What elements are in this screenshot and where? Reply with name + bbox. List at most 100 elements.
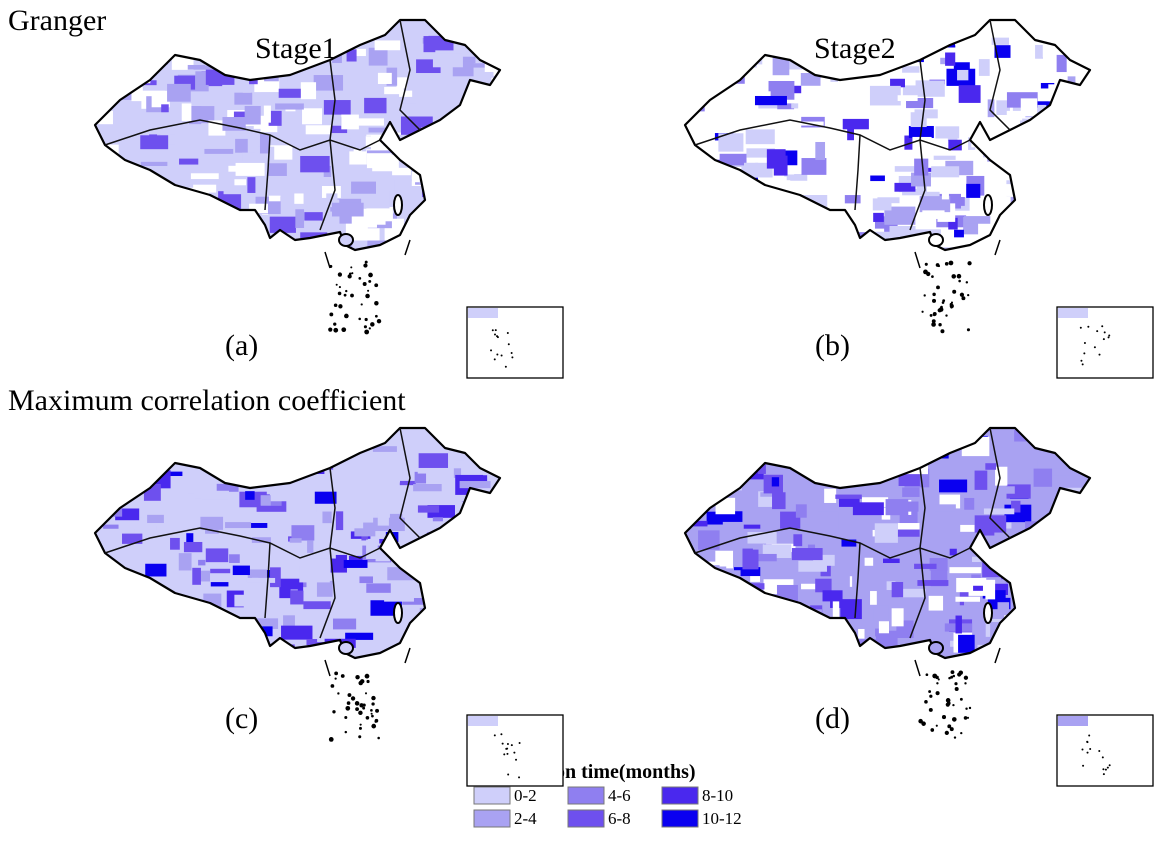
map-cell bbox=[1052, 578, 1076, 590]
island-dot bbox=[960, 731, 963, 735]
map-cell bbox=[443, 121, 451, 140]
map-cell bbox=[920, 191, 940, 197]
map-cell bbox=[1048, 531, 1068, 544]
island-dot bbox=[355, 707, 359, 712]
map-cell bbox=[234, 594, 267, 607]
island-dot bbox=[923, 294, 926, 297]
map-cell bbox=[884, 647, 899, 658]
map-cell bbox=[959, 586, 969, 606]
map-fill bbox=[685, 428, 1090, 658]
map-cell bbox=[121, 632, 130, 648]
map-cell bbox=[103, 229, 113, 248]
island-dot bbox=[950, 301, 954, 304]
map-fill bbox=[685, 20, 1090, 250]
map-cell bbox=[171, 623, 181, 642]
island-dot bbox=[944, 730, 949, 736]
island-dot bbox=[950, 675, 954, 679]
map-cell bbox=[486, 514, 500, 532]
map-cell bbox=[251, 537, 271, 543]
map-cell bbox=[418, 453, 449, 468]
island bbox=[393, 602, 403, 624]
map-cell bbox=[151, 94, 170, 108]
map-cell bbox=[187, 493, 195, 512]
map-cell bbox=[147, 514, 164, 524]
map-cell bbox=[1007, 225, 1033, 237]
province-border bbox=[399, 19, 421, 131]
map-cell bbox=[929, 429, 949, 450]
island-dot bbox=[924, 700, 928, 704]
map-cell bbox=[167, 28, 199, 35]
island-dot bbox=[924, 262, 928, 266]
map-cell bbox=[236, 640, 251, 650]
map-cell bbox=[205, 529, 219, 534]
map-cell bbox=[1076, 214, 1084, 230]
map-cell bbox=[153, 595, 180, 615]
map-cell bbox=[904, 501, 919, 512]
map-cell bbox=[1015, 459, 1038, 474]
map-cell bbox=[306, 639, 318, 646]
map-cell bbox=[954, 229, 964, 238]
map-cell bbox=[717, 213, 742, 227]
map-cell bbox=[273, 523, 304, 534]
map-cell bbox=[422, 181, 447, 198]
map-cell bbox=[393, 463, 403, 477]
map-cell bbox=[294, 193, 304, 204]
province-border bbox=[919, 59, 926, 141]
map-cell bbox=[746, 148, 775, 158]
map-cell bbox=[874, 523, 898, 543]
map-cell bbox=[104, 197, 125, 203]
map-cell bbox=[800, 121, 824, 126]
island-dot bbox=[358, 317, 361, 321]
map-cell bbox=[161, 104, 169, 113]
map-cell bbox=[931, 166, 960, 178]
map-cell bbox=[461, 230, 482, 249]
island-dot bbox=[966, 328, 971, 332]
island bbox=[983, 194, 993, 216]
inset-dot bbox=[1093, 346, 1096, 349]
inset-dot bbox=[1080, 359, 1083, 362]
island-dot bbox=[940, 305, 943, 309]
map-cell bbox=[1067, 635, 1081, 656]
inset-dot bbox=[1082, 764, 1085, 767]
map-cell bbox=[238, 645, 247, 658]
map-cell bbox=[1006, 110, 1023, 121]
map-cell bbox=[960, 524, 975, 532]
map-cell bbox=[897, 95, 918, 102]
map-cell bbox=[122, 533, 143, 544]
map-cell bbox=[179, 239, 187, 250]
island-dot bbox=[950, 670, 955, 675]
map-cell bbox=[232, 565, 250, 576]
map-cell bbox=[687, 229, 717, 249]
island-dot bbox=[371, 723, 377, 729]
map-cell bbox=[735, 242, 756, 249]
map-cell bbox=[494, 644, 500, 650]
map-cell bbox=[765, 218, 777, 236]
inset-dot bbox=[490, 349, 493, 352]
map-cell bbox=[972, 556, 981, 563]
island bbox=[928, 641, 944, 655]
map-cell bbox=[790, 213, 820, 225]
map-cell bbox=[189, 106, 202, 125]
map-cell bbox=[948, 217, 958, 230]
map-cell bbox=[277, 248, 302, 250]
island-dot bbox=[966, 716, 970, 719]
map-base bbox=[685, 428, 1090, 658]
map-cell bbox=[1015, 566, 1032, 572]
map-cell bbox=[345, 23, 357, 30]
map-cell bbox=[1080, 232, 1090, 241]
map-cell bbox=[107, 152, 116, 159]
map-cell bbox=[121, 166, 140, 174]
map-cell bbox=[249, 203, 268, 214]
island-dot bbox=[949, 304, 954, 309]
map-cell bbox=[866, 243, 881, 250]
map-cell bbox=[840, 479, 852, 485]
map-cell bbox=[314, 491, 337, 504]
map-cell bbox=[376, 472, 400, 483]
map-cell bbox=[372, 446, 397, 452]
map-cell bbox=[958, 634, 975, 653]
island-dot bbox=[368, 327, 371, 330]
map-cell bbox=[489, 157, 500, 169]
map-cell bbox=[479, 434, 500, 446]
map-cell bbox=[298, 441, 328, 455]
map-cell bbox=[464, 138, 480, 154]
